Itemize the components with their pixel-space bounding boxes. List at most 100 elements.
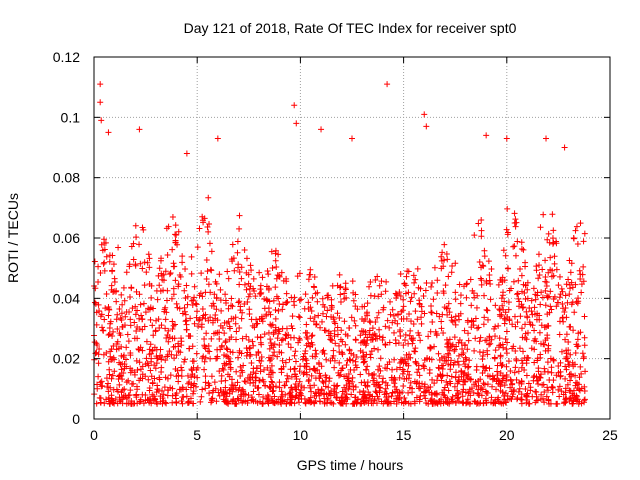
data-point <box>279 325 286 332</box>
data-point <box>181 287 188 294</box>
data-point <box>223 399 230 406</box>
data-point <box>452 289 459 296</box>
data-point <box>334 324 341 331</box>
data-point <box>249 338 256 345</box>
data-point <box>486 277 493 284</box>
data-point <box>269 352 276 359</box>
data-point <box>451 317 458 324</box>
data-point <box>299 356 306 363</box>
data-point <box>169 213 176 220</box>
data-point <box>555 299 562 306</box>
data-point <box>155 316 162 323</box>
data-point <box>287 389 294 396</box>
data-point <box>516 345 523 352</box>
data-point <box>443 379 450 386</box>
data-point <box>245 271 252 278</box>
data-point <box>488 265 495 272</box>
data-point <box>542 302 549 309</box>
data-point <box>504 265 511 272</box>
data-point <box>579 350 586 357</box>
data-point <box>550 239 557 246</box>
data-point <box>518 364 525 371</box>
data-point <box>444 382 451 389</box>
data-point <box>513 376 520 383</box>
data-point <box>421 357 428 364</box>
data-point <box>172 343 179 350</box>
data-point <box>309 353 316 360</box>
data-point <box>276 342 283 349</box>
data-point <box>566 395 573 402</box>
data-point <box>543 282 550 289</box>
data-point <box>407 379 414 386</box>
data-point <box>119 301 126 308</box>
data-point <box>269 379 276 386</box>
data-point <box>570 387 577 394</box>
data-point <box>111 368 118 375</box>
data-point <box>151 362 158 369</box>
data-point <box>337 299 344 306</box>
data-point <box>558 348 565 355</box>
data-point <box>236 349 243 356</box>
data-point <box>420 389 427 396</box>
data-point <box>391 329 398 336</box>
data-point <box>225 305 232 312</box>
data-point <box>392 290 399 297</box>
data-point <box>362 366 369 373</box>
data-point <box>461 378 468 385</box>
data-point <box>276 272 283 279</box>
data-point <box>518 380 525 387</box>
data-point <box>394 311 401 318</box>
data-point <box>343 294 350 301</box>
data-point <box>445 273 452 280</box>
data-point <box>258 354 265 361</box>
data-point <box>436 365 443 372</box>
data-point <box>414 316 421 323</box>
data-point <box>127 369 134 376</box>
data-point <box>238 315 245 322</box>
data-point <box>162 325 169 332</box>
data-point <box>534 397 541 404</box>
data-point <box>459 345 466 352</box>
data-point <box>229 241 236 248</box>
data-point <box>228 334 235 341</box>
data-point <box>504 392 511 399</box>
data-point <box>164 353 171 360</box>
data-point <box>446 399 453 406</box>
data-point <box>214 135 221 142</box>
data-point <box>273 263 280 270</box>
data-point <box>306 271 313 278</box>
data-point <box>503 135 510 142</box>
data-point <box>510 278 517 285</box>
data-point <box>188 253 195 260</box>
data-point <box>422 395 429 402</box>
data-point <box>519 304 526 311</box>
data-point <box>222 291 229 298</box>
data-point <box>103 253 110 260</box>
data-point <box>580 353 587 360</box>
data-point <box>535 251 542 258</box>
data-point <box>559 288 566 295</box>
data-point <box>470 318 477 325</box>
data-point <box>237 307 244 314</box>
data-point <box>421 383 428 390</box>
data-point <box>201 366 208 373</box>
data-point <box>503 328 510 335</box>
data-point <box>322 383 329 390</box>
data-point <box>483 306 490 313</box>
data-point <box>449 393 456 400</box>
data-point <box>98 117 105 124</box>
data-point <box>564 299 571 306</box>
data-point <box>544 384 551 391</box>
data-point <box>563 366 570 373</box>
data-point <box>374 273 381 280</box>
data-point <box>196 225 203 232</box>
data-point <box>123 309 130 316</box>
data-point <box>428 303 435 310</box>
data-point <box>555 362 562 369</box>
data-point <box>569 400 576 407</box>
data-point <box>445 300 452 307</box>
data-point <box>400 400 407 407</box>
data-point <box>475 324 482 331</box>
data-point <box>411 400 418 407</box>
data-point <box>413 380 420 387</box>
